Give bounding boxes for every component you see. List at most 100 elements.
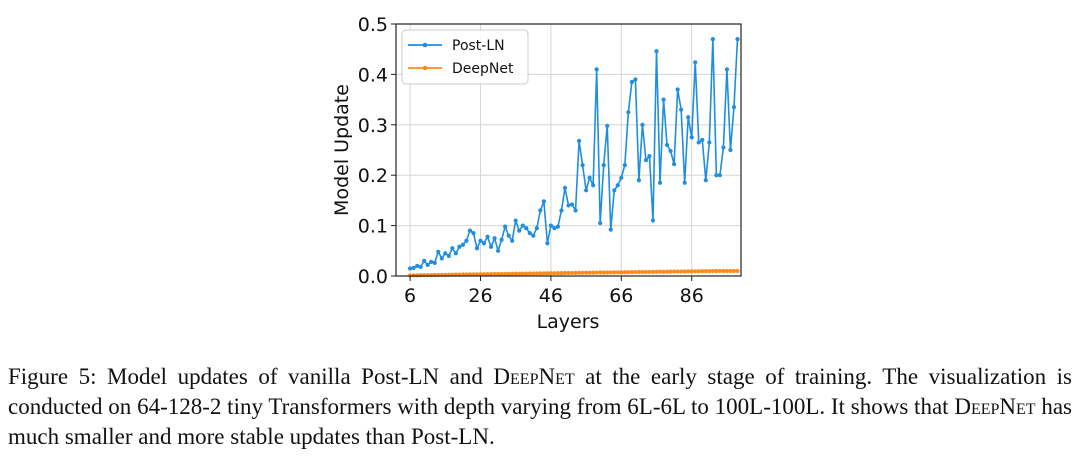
data-point-deepnet — [573, 270, 578, 275]
x-tick-label: 6 — [404, 285, 416, 307]
data-point-post-ln — [460, 242, 465, 247]
data-point-deepnet — [636, 269, 642, 275]
data-point-post-ln — [524, 226, 529, 231]
data-point-post-ln — [721, 145, 726, 150]
data-point-post-ln — [598, 220, 603, 226]
data-point-post-ln — [612, 188, 617, 193]
data-point-deepnet — [693, 269, 698, 274]
data-point-deepnet — [478, 272, 483, 277]
data-point-post-ln — [548, 223, 554, 228]
data-point-post-ln — [436, 249, 441, 254]
data-point-post-ln — [735, 37, 740, 42]
data-point-post-ln — [703, 178, 708, 183]
data-point-post-ln — [622, 163, 627, 168]
data-point-post-ln — [615, 183, 620, 188]
legend-box — [401, 29, 529, 85]
legend-marker-post-ln — [422, 42, 428, 48]
data-point-post-ln — [541, 199, 546, 204]
data-point-deepnet — [474, 272, 480, 277]
data-point-post-ln — [471, 231, 476, 236]
data-point-deepnet — [668, 269, 673, 274]
data-point-deepnet — [682, 269, 687, 274]
data-point-post-ln — [562, 185, 568, 190]
data-point-deepnet — [608, 270, 613, 275]
data-point-post-ln — [492, 236, 497, 241]
legend-label-deepnet: DeepNet — [452, 61, 514, 77]
data-point-deepnet — [728, 268, 733, 274]
data-point-post-ln — [499, 237, 504, 242]
data-point-post-ln — [647, 153, 652, 159]
data-point-deepnet — [601, 270, 606, 275]
data-point-post-ln — [650, 218, 656, 223]
data-point-post-ln — [668, 148, 673, 154]
data-point-deepnet — [657, 269, 663, 274]
data-point-post-ln — [439, 256, 444, 261]
data-point-post-ln — [654, 49, 659, 54]
y-tick-label: 0.4 — [358, 64, 388, 86]
data-point-post-ln — [629, 79, 634, 85]
data-point-deepnet — [633, 269, 638, 275]
x-tick-label: 66 — [609, 285, 633, 307]
y-tick-label: 0.2 — [358, 165, 388, 187]
data-point-deepnet — [492, 271, 497, 277]
x-axis-label: Layers — [537, 311, 600, 333]
data-point-post-ln — [657, 180, 663, 185]
data-point-post-ln — [534, 226, 539, 231]
data-point-post-ln — [506, 233, 511, 238]
data-point-deepnet — [510, 271, 515, 276]
data-point-post-ln — [510, 238, 515, 243]
data-point-post-ln — [580, 163, 585, 168]
data-point-post-ln — [633, 77, 638, 82]
data-point-deepnet — [707, 269, 712, 274]
data-point-deepnet — [562, 270, 568, 276]
legend-marker-deepnet — [422, 65, 428, 71]
plot-area-frame — [395, 23, 742, 277]
data-point-post-ln — [601, 163, 606, 168]
data-point-deepnet — [647, 269, 652, 275]
data-point-post-ln — [467, 228, 473, 233]
data-point-post-ln — [429, 259, 434, 264]
data-point-post-ln — [696, 140, 701, 145]
data-point-post-ln — [503, 224, 508, 229]
data-point-deepnet — [675, 269, 680, 274]
data-point-post-ln — [591, 183, 596, 188]
data-point-post-ln — [453, 251, 458, 256]
data-point-deepnet — [654, 269, 659, 274]
data-point-post-ln — [728, 147, 733, 153]
data-point-deepnet — [531, 271, 536, 276]
data-point-post-ln — [714, 173, 719, 178]
data-point-deepnet — [534, 271, 539, 276]
data-point-deepnet — [650, 269, 656, 274]
data-point-post-ln — [411, 265, 416, 271]
series-line-post-ln — [409, 38, 739, 270]
data-point-post-ln — [450, 246, 455, 251]
data-point-deepnet — [629, 270, 634, 275]
data-point-deepnet — [485, 272, 490, 277]
data-point-deepnet — [703, 269, 708, 274]
data-point-deepnet — [643, 269, 649, 275]
data-point-deepnet — [612, 270, 617, 275]
data-point-deepnet — [566, 270, 571, 276]
data-point-post-ln — [731, 105, 737, 110]
y-tick-label: 0.5 — [358, 14, 388, 36]
data-point-deepnet — [495, 271, 501, 277]
data-point-post-ln — [464, 238, 469, 243]
caption-part-2: at the early stage of training. The visu… — [8, 364, 1072, 419]
data-point-post-ln — [527, 231, 532, 236]
data-point-post-ln — [619, 175, 624, 180]
data-point-deepnet — [481, 272, 487, 277]
data-point-deepnet — [710, 268, 715, 274]
data-point-post-ln — [710, 37, 715, 42]
data-point-post-ln — [717, 173, 722, 178]
data-point-deepnet — [559, 270, 564, 276]
data-point-deepnet — [735, 268, 740, 274]
data-point-deepnet — [594, 270, 599, 275]
data-point-deepnet — [626, 270, 631, 275]
series-post-ln — [407, 37, 740, 271]
data-point-deepnet — [591, 270, 596, 275]
data-point-deepnet — [622, 270, 627, 275]
data-point-post-ln — [569, 202, 575, 207]
data-point-post-ln — [478, 238, 483, 243]
data-point-deepnet — [506, 271, 511, 276]
data-point-post-ln — [682, 180, 687, 185]
